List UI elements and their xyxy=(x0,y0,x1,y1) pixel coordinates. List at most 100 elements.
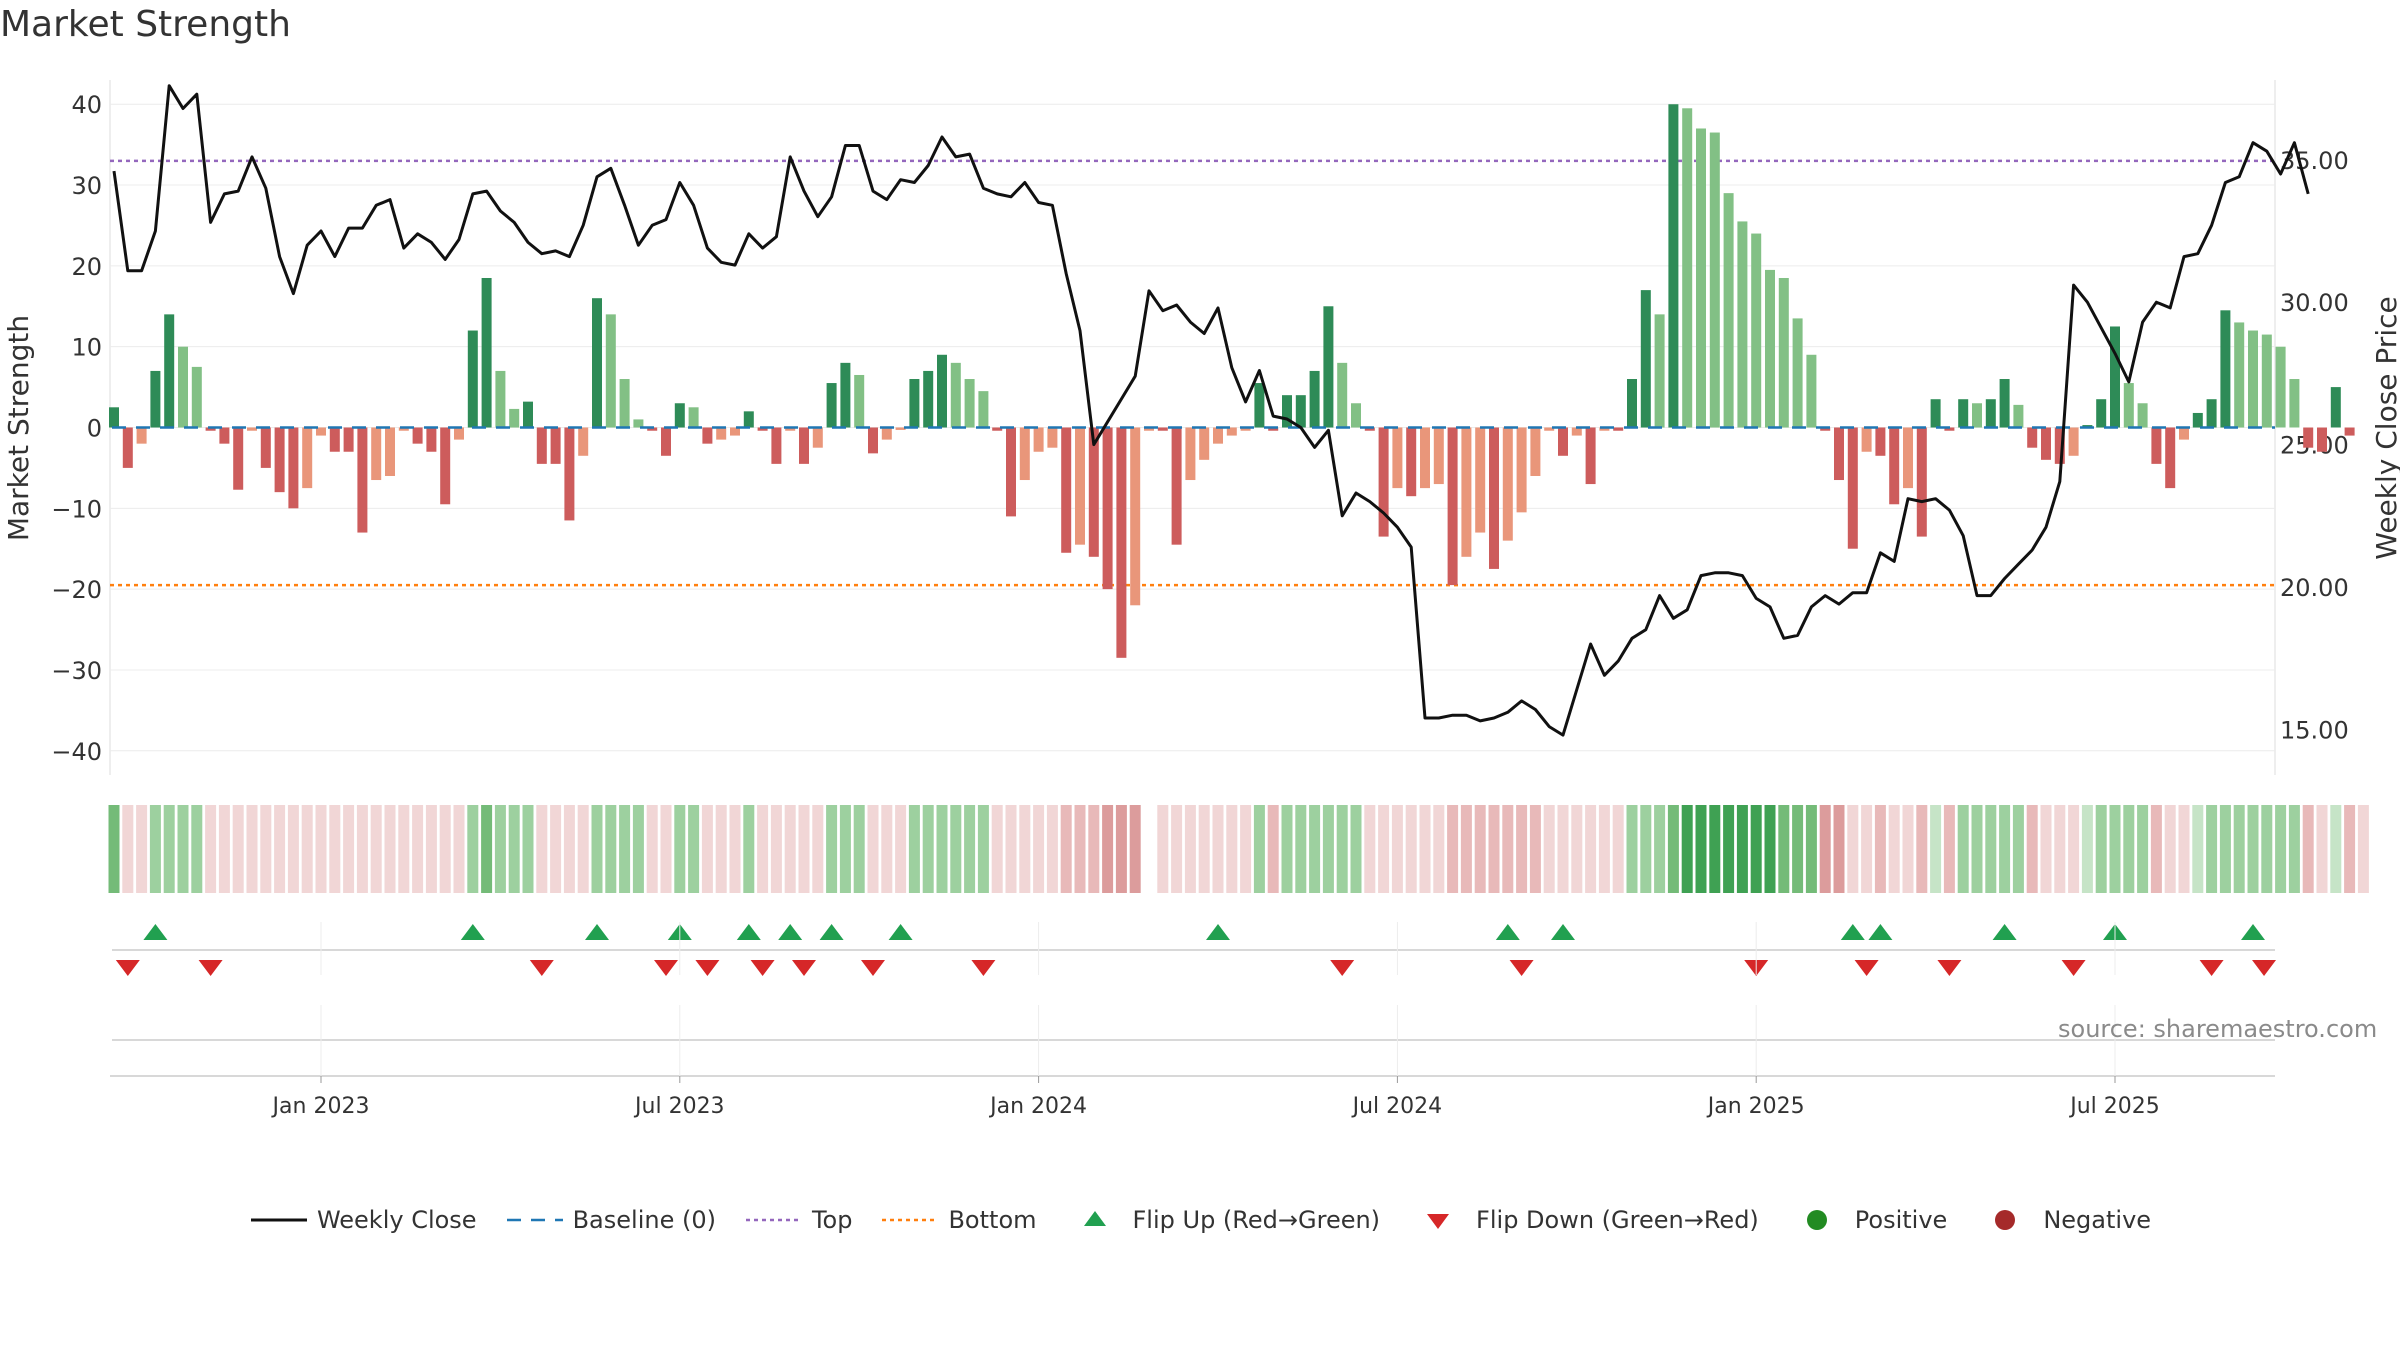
zone-strip-cell xyxy=(853,805,865,893)
x-tick-label: Jul 2024 xyxy=(1351,1094,1443,1119)
zone-strip-cell xyxy=(1267,805,1279,893)
zone-strip-cell xyxy=(1585,805,1597,893)
zone-strip-cell xyxy=(315,805,327,893)
strength-bar xyxy=(1226,427,1237,436)
strength-bar xyxy=(937,354,947,428)
strength-bar xyxy=(1792,318,1803,428)
strength-bar xyxy=(1585,427,1596,485)
zone-strip-cell xyxy=(2344,805,2356,893)
strength-bar xyxy=(2206,399,2217,428)
strength-bar xyxy=(1185,427,1196,481)
zone-strip-cell xyxy=(1902,805,1914,893)
zone-strip-cell xyxy=(839,805,851,893)
zone-strip-cell xyxy=(412,805,424,893)
strength-bar xyxy=(1019,427,1030,481)
strength-bar xyxy=(1516,427,1527,513)
legend-bottom-symbol xyxy=(880,1208,940,1232)
strength-bar xyxy=(1364,427,1375,431)
x-tick-label: Jul 2025 xyxy=(2068,1094,2160,1119)
legend: Weekly Close Baseline (0) Top Bottom Fli… xyxy=(0,1206,2400,1234)
zone-strip-cell xyxy=(591,805,603,893)
zone-strip-cell xyxy=(1861,805,1873,893)
flip-up-marker xyxy=(819,924,844,940)
flip-down-marker xyxy=(695,960,720,976)
strength-bar xyxy=(1765,269,1775,428)
legend-top: Top xyxy=(744,1206,852,1234)
strength-bar xyxy=(674,403,685,428)
zone-strip-cell xyxy=(1819,805,1831,893)
zone-strip-cell xyxy=(784,805,796,893)
strength-bar xyxy=(2317,427,2327,452)
legend-flip-up-label: Flip Up (Red→Green) xyxy=(1132,1206,1381,1234)
strength-bar xyxy=(2330,387,2341,428)
flip-down-marker xyxy=(198,960,223,976)
zone-strip-cell xyxy=(798,805,810,893)
zone-strip-cell xyxy=(1681,805,1693,893)
strength-bar xyxy=(481,277,492,428)
strength-bar xyxy=(343,427,354,452)
strength-bar xyxy=(371,427,382,481)
zone-strip-cell xyxy=(191,805,203,893)
strength-bar xyxy=(2110,326,2120,428)
zone-strip-cell xyxy=(812,805,824,893)
flip-up-marker xyxy=(460,924,485,940)
strength-bar xyxy=(233,427,244,490)
strength-bar xyxy=(1916,427,1927,537)
zone-strip-cell xyxy=(218,805,230,893)
zone-strip-cell xyxy=(1543,805,1555,893)
strength-bar xyxy=(950,362,961,428)
zone-strip-cell xyxy=(826,805,838,893)
strength-bar xyxy=(1337,362,1348,428)
zone-strip-cell xyxy=(108,805,120,893)
strength-bar xyxy=(412,427,423,444)
legend-weekly-close-symbol xyxy=(249,1208,309,1232)
legend-positive: Positive xyxy=(1787,1206,1947,1234)
legend-baseline-label: Baseline (0) xyxy=(572,1206,716,1234)
flip-up-marker xyxy=(1551,924,1575,940)
strength-bar xyxy=(2123,383,2134,428)
zone-strip-cell xyxy=(563,805,575,893)
flip-down-marker xyxy=(115,960,140,976)
zone-strip-cell xyxy=(2233,805,2245,893)
flip-up-marker xyxy=(143,924,168,940)
strength-bar xyxy=(1806,354,1817,428)
zone-strip-cell xyxy=(1295,805,1307,893)
negative-dot-icon xyxy=(1975,1208,2035,1232)
zone-strip-cell xyxy=(1309,805,1321,893)
zone-strip-cell xyxy=(481,805,493,893)
zone-strip-cell xyxy=(522,805,534,893)
strength-bar xyxy=(440,427,451,505)
zone-strip-cell xyxy=(274,805,286,893)
zone-strip-cell xyxy=(2137,805,2149,893)
strength-bar xyxy=(743,411,754,428)
zone-strip-cell xyxy=(1805,805,1817,893)
strength-bar xyxy=(1889,427,1900,505)
strength-bar xyxy=(978,391,989,428)
zone-strip-cell xyxy=(1005,805,1017,893)
flip-up-marker xyxy=(585,924,609,940)
strength-bar xyxy=(426,427,437,452)
strength-bar xyxy=(1199,427,1210,460)
zone-strip-cell xyxy=(908,805,920,893)
zone-strip-cell xyxy=(632,805,644,893)
zone-strip-cell xyxy=(232,805,244,893)
zone-strip-cell xyxy=(1226,805,1238,893)
strength-bar xyxy=(757,427,768,431)
zone-strip-cell xyxy=(2219,805,2231,893)
zone-strip-cell xyxy=(674,805,686,893)
legend-baseline: Baseline (0) xyxy=(505,1206,716,1234)
left-tick-label: 0 xyxy=(87,415,102,443)
zone-strip-cell xyxy=(1364,805,1376,893)
zone-strip-cell xyxy=(1792,805,1804,893)
zone-strip-cell xyxy=(1240,805,1252,893)
strength-bar xyxy=(1171,427,1182,545)
strength-bar xyxy=(1420,427,1430,489)
strength-bar xyxy=(2041,427,2051,460)
strength-bar xyxy=(688,407,699,428)
zone-strip-cell xyxy=(701,805,713,893)
zone-strip-cell xyxy=(881,805,893,893)
zone-strip-cell xyxy=(439,805,451,893)
strength-bar xyxy=(1323,306,1334,428)
strength-bar xyxy=(509,408,520,428)
